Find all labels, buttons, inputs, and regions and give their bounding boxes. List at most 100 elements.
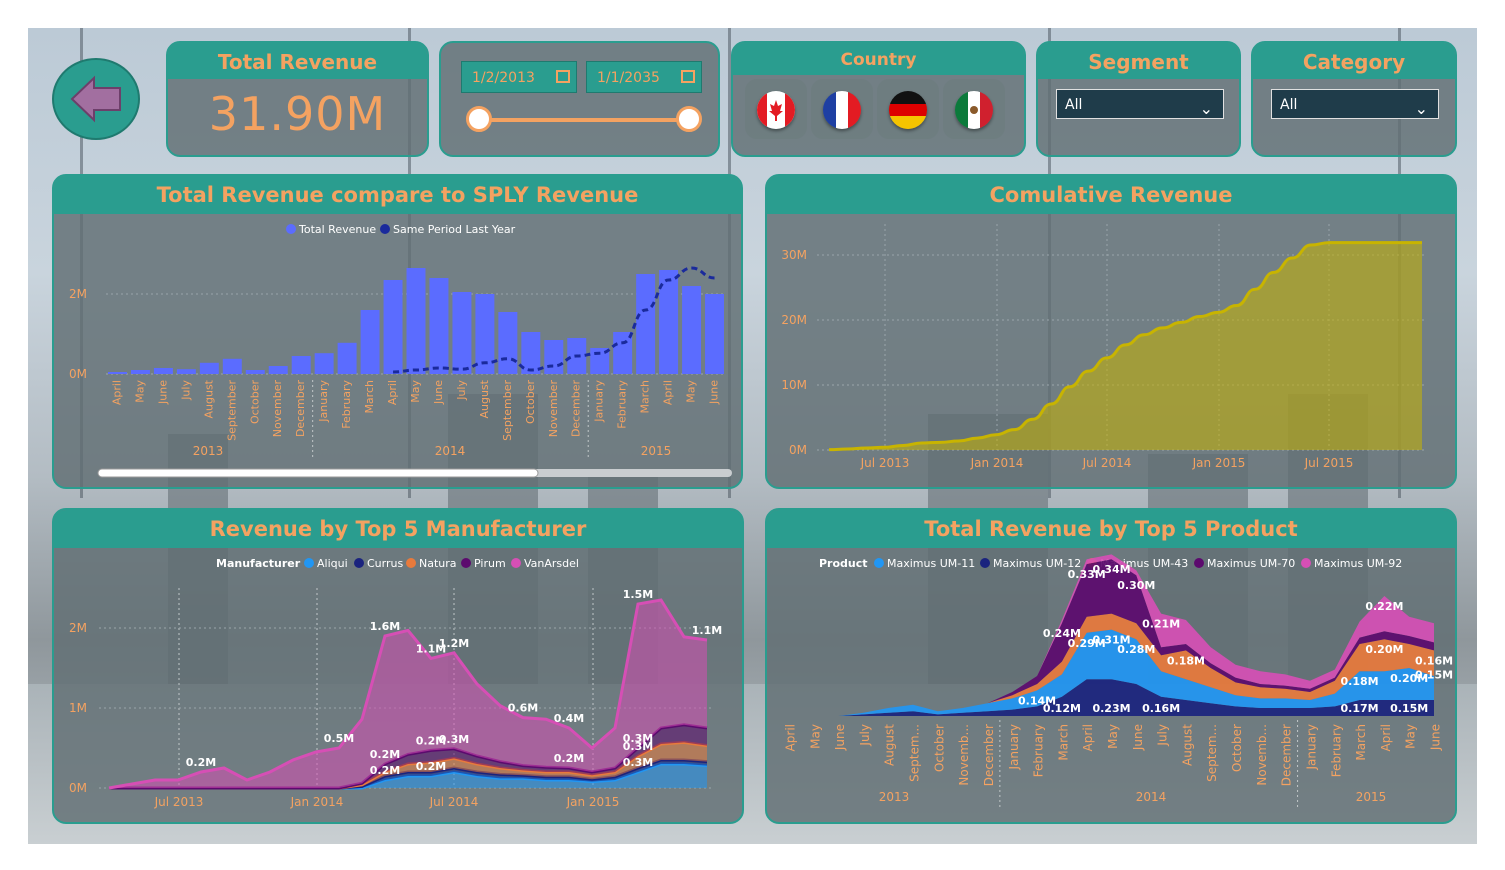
x-tick-month: October — [524, 380, 537, 424]
slider-start-handle[interactable] — [466, 106, 492, 132]
back-button[interactable] — [52, 58, 140, 140]
france-flag-button[interactable] — [811, 79, 873, 139]
area-maximus-um-92[interactable] — [789, 554, 1434, 716]
revenue-bar[interactable] — [199, 362, 219, 374]
x-tick-jul-2015: Jul 2015 — [1304, 456, 1354, 470]
revenue-bar[interactable] — [636, 274, 656, 374]
data-label: 0.23M — [1092, 702, 1130, 715]
x-tick-month: January — [317, 380, 330, 423]
end-date-input[interactable]: 1/1/2035 — [586, 61, 702, 93]
x-tick-month: June — [156, 380, 169, 405]
revenue-bar[interactable] — [153, 368, 173, 374]
revenue-bar[interactable] — [659, 270, 679, 374]
x-tick-jan-2014: Jan 2014 — [290, 795, 344, 809]
data-label: 0.31M — [1092, 634, 1130, 647]
sply-line[interactable] — [393, 266, 715, 374]
x-tick-month: December — [570, 380, 583, 438]
revenue-bar[interactable] — [337, 342, 357, 374]
germany-flag-icon — [889, 91, 927, 129]
calendar-icon[interactable] — [681, 70, 695, 83]
data-label: 0.22M — [1365, 600, 1403, 613]
x-tick-month: March — [639, 380, 652, 414]
area-maximus-um-70[interactable] — [789, 559, 1434, 716]
cumulative-line[interactable] — [828, 241, 1422, 452]
sply-chart-panel: Total Revenue compare to SPLY Revenue To… — [52, 174, 743, 489]
sply-chart[interactable]: Total Revenue Same Period Last Year 2M 0… — [54, 214, 741, 487]
data-label: 0.3M — [623, 740, 653, 753]
x-tick-month: February — [340, 380, 353, 429]
x-tick-month: Novemb... — [957, 724, 971, 786]
x-tick-month: February — [1329, 724, 1343, 777]
x-tick-month: April — [662, 380, 675, 405]
data-label: 1.1M — [692, 624, 722, 637]
revenue-bar[interactable] — [314, 353, 334, 374]
slider-end-handle[interactable] — [676, 106, 702, 132]
x-tick-month: October — [1230, 724, 1244, 772]
data-label: 0.15M — [1390, 702, 1428, 715]
y-tick-0m: 0M — [69, 781, 87, 795]
area-vanarsdel[interactable] — [109, 600, 707, 788]
y-tick-2m: 2M — [69, 621, 87, 635]
revenue-bar[interactable] — [176, 369, 196, 374]
area-maximus-um-11[interactable] — [789, 629, 1434, 716]
legend-um12: Maximus UM-12 — [993, 557, 1081, 570]
legend-aliqui: Aliqui — [317, 557, 348, 570]
canada-flag-button[interactable] — [745, 79, 807, 139]
segment-value: All — [1065, 97, 1083, 113]
x-tick-month: December — [982, 724, 996, 786]
revenue-bar[interactable] — [705, 294, 724, 374]
revenue-bar[interactable] — [521, 332, 541, 374]
area-maximus-um-12[interactable] — [789, 679, 1434, 716]
revenue-bar[interactable] — [222, 358, 242, 374]
germany-flag-button[interactable] — [877, 79, 939, 139]
revenue-bar[interactable] — [108, 372, 127, 374]
scrollbar-thumb[interactable] — [97, 468, 539, 478]
revenue-bar[interactable] — [245, 370, 265, 374]
product-chart-panel: Total Revenue by Top 5 Product Product M… — [765, 508, 1457, 824]
revenue-bar[interactable] — [406, 268, 426, 374]
data-label: 0.15M — [1415, 668, 1453, 681]
revenue-bar[interactable] — [360, 310, 380, 374]
x-tick-month: June — [1131, 724, 1145, 751]
revenue-bar[interactable] — [682, 286, 702, 374]
revenue-bar[interactable] — [291, 356, 311, 374]
legend-title: Product — [819, 557, 868, 570]
area-pirum[interactable] — [109, 724, 707, 788]
x-tick-jul-2014: Jul 2014 — [1082, 456, 1132, 470]
cumulative-chart[interactable]: 0M 10M 20M 30M Jul 2013 Jan 2014 Jul 201… — [767, 214, 1455, 487]
mexico-flag-button[interactable] — [943, 79, 1005, 139]
calendar-icon[interactable] — [556, 70, 570, 83]
product-chart[interactable]: Product Maximus UM-11 Maximus UM-12 Maxi… — [767, 548, 1455, 822]
y-tick-1m: 1M — [69, 701, 87, 715]
revenue-bar[interactable] — [268, 366, 288, 374]
x-tick-month: April — [110, 380, 123, 405]
category-dropdown[interactable]: All ⌄ — [1271, 89, 1439, 119]
date-range-slider[interactable] — [479, 118, 689, 122]
data-label: 0.18M — [1167, 654, 1205, 667]
manufacturer-chart[interactable]: Manufacturer Aliqui Currus Natura Pirum … — [54, 548, 742, 822]
line-vanarsdel[interactable] — [108, 598, 708, 790]
revenue-bar[interactable] — [498, 312, 518, 374]
product-chart-title: Total Revenue by Top 5 Product — [767, 510, 1455, 548]
revenue-bar[interactable] — [475, 294, 495, 374]
revenue-bar[interactable] — [544, 340, 564, 374]
revenue-bar[interactable] — [429, 278, 449, 374]
x-tick-month: December — [294, 380, 307, 438]
back-arrow-icon — [70, 75, 121, 123]
revenue-bar[interactable] — [130, 370, 150, 374]
area-maximus-um-43[interactable] — [789, 613, 1434, 716]
area-currus[interactable] — [109, 760, 707, 788]
data-label: 1.2M — [439, 637, 469, 650]
x-tick-month: Novemb... — [1255, 724, 1269, 786]
x-tick-month: March — [363, 380, 376, 414]
kpi-value: 31.90M — [208, 87, 387, 141]
data-label: 1.6M — [370, 620, 400, 633]
revenue-bar[interactable] — [613, 332, 633, 374]
x-tick-month: March — [1354, 724, 1368, 761]
segment-dropdown[interactable]: All ⌄ — [1056, 89, 1224, 119]
x-tick-month: April — [784, 724, 798, 751]
legend-natura: Natura — [419, 557, 457, 570]
revenue-bar[interactable] — [452, 292, 472, 374]
revenue-bar[interactable] — [383, 280, 403, 374]
start-date-input[interactable]: 1/2/2013 — [461, 61, 577, 93]
